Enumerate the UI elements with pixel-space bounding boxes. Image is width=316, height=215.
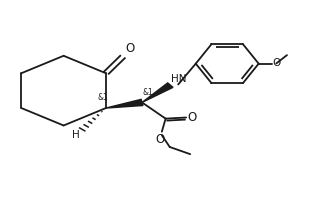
Text: &1: &1 (143, 89, 153, 97)
Text: H: H (72, 130, 80, 140)
Text: O: O (156, 134, 165, 146)
Polygon shape (106, 99, 143, 108)
Text: O: O (187, 111, 196, 124)
Text: O: O (125, 42, 134, 55)
Text: &1: &1 (97, 93, 108, 102)
Text: HN: HN (171, 74, 186, 84)
Text: O: O (273, 58, 281, 68)
Polygon shape (142, 83, 173, 102)
